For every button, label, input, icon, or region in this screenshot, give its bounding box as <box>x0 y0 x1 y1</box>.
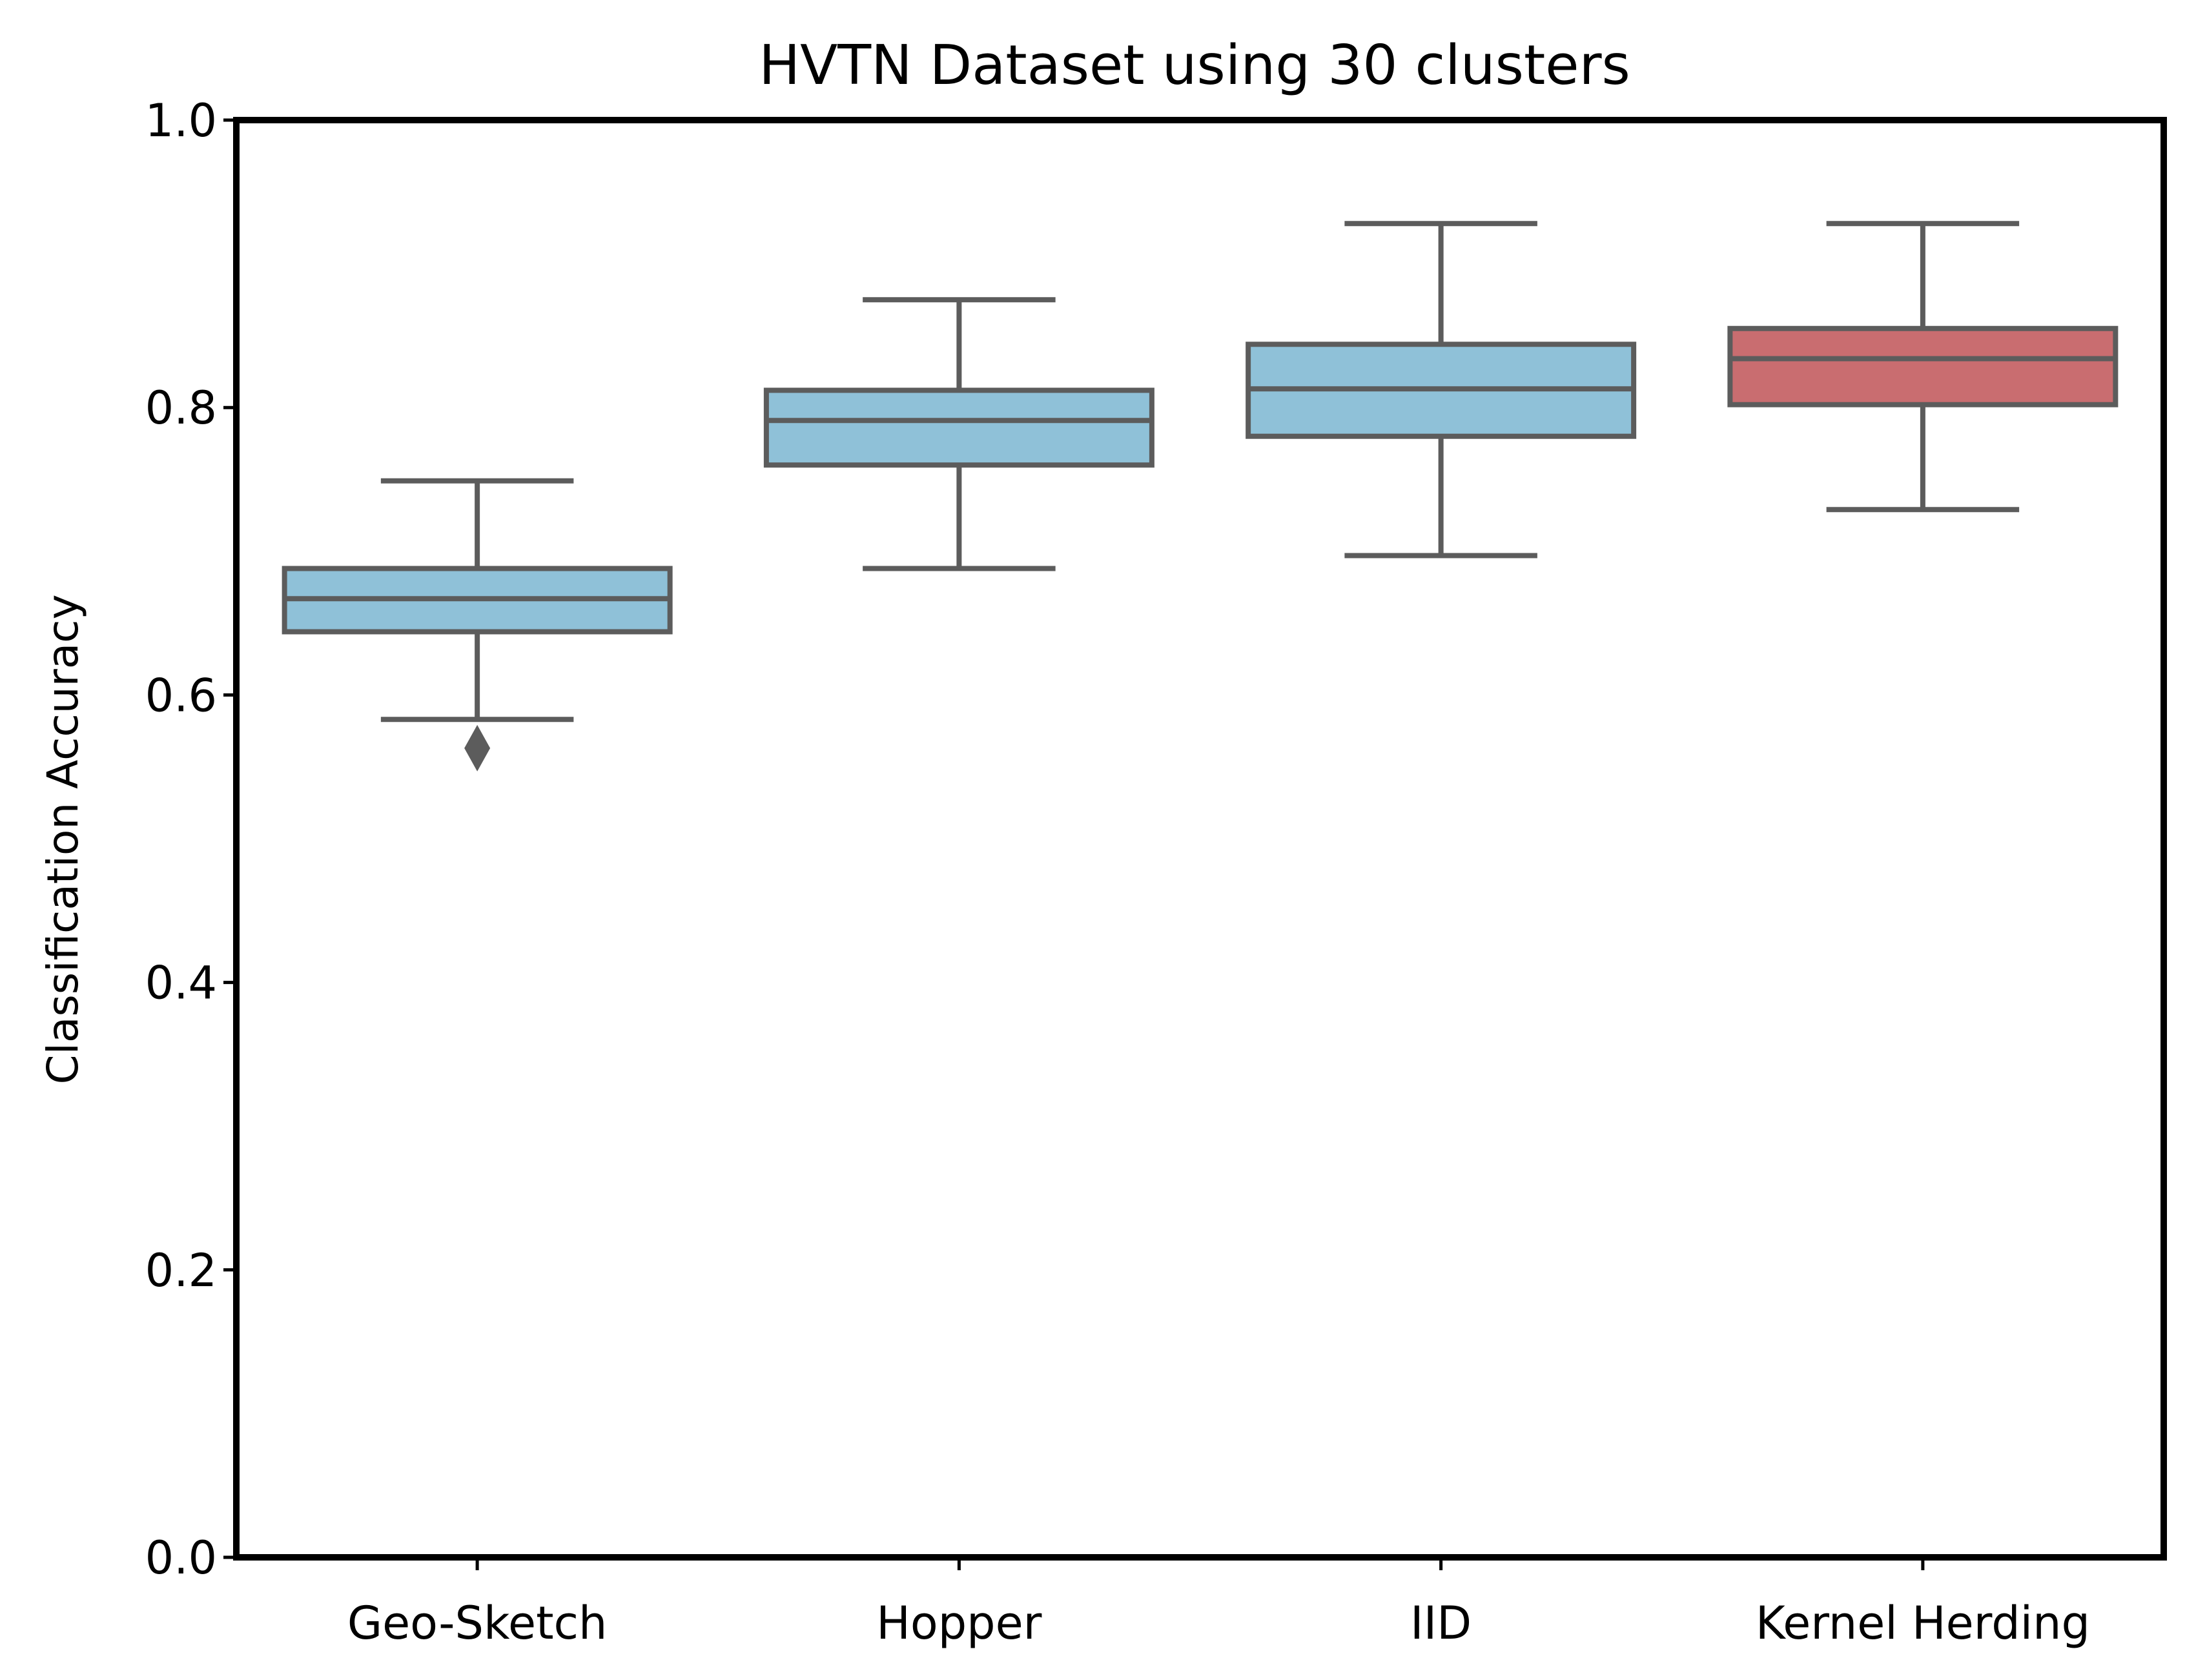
y-tick-label: 1.0 <box>145 94 217 147</box>
y-tick-label: 0.6 <box>145 669 217 722</box>
x-tick-label: Hopper <box>876 1597 1042 1650</box>
y-tick-label: 0.4 <box>145 957 217 1010</box>
x-tick-label: Geo-Sketch <box>347 1597 608 1650</box>
box-group <box>763 297 1154 571</box>
y-tick-label: 0.2 <box>145 1244 217 1297</box>
x-axis: Geo-Sketch Hopper IID Kernel Herding <box>347 1557 2090 1650</box>
outlier-marker <box>464 724 491 772</box>
y-tick-label: 0.0 <box>145 1531 217 1584</box>
x-tick-label: IID <box>1410 1597 1472 1650</box>
box-group <box>1246 221 1637 558</box>
box-iqr <box>763 387 1154 468</box>
y-tick-label: 0.8 <box>145 382 217 435</box>
x-tick-label: Kernel Herding <box>1756 1597 2090 1650</box>
plot-marks <box>282 221 2119 772</box>
y-axis: 0.0 0.2 0.4 0.6 0.8 1.0 <box>145 94 236 1584</box>
y-axis-label: Classification Accuracy <box>38 595 88 1085</box>
box-iqr <box>1727 325 2119 407</box>
box-group <box>1727 221 2119 513</box>
box-group <box>282 478 673 772</box>
chart-title: HVTN Dataset using 30 clusters <box>759 34 1630 97</box>
plot-frame <box>233 117 2167 1561</box>
